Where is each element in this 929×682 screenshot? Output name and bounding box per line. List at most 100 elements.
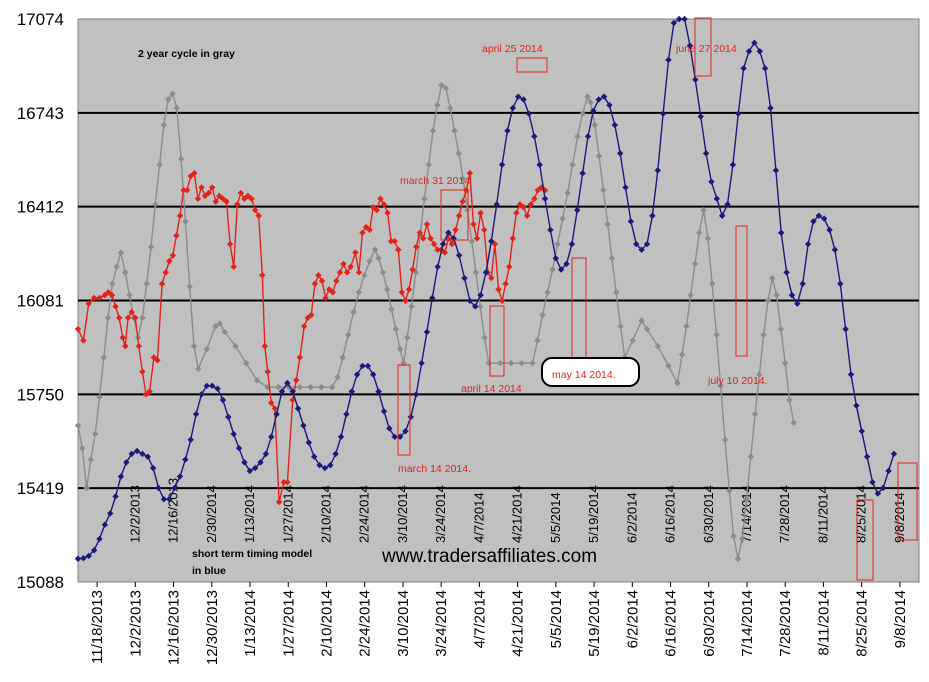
y-tick-label: 17074 [17, 10, 64, 29]
data-point [509, 104, 517, 112]
x-tick-label: 7/14/2014 [739, 590, 756, 657]
april-14-label: april 14 2014 [461, 383, 522, 395]
data-point [334, 374, 341, 381]
data-point [683, 323, 690, 330]
data-point [735, 110, 742, 117]
data-point [191, 170, 198, 177]
data-point [579, 110, 586, 117]
data-point [375, 388, 382, 395]
data-point [370, 204, 377, 211]
y-tick-label: 15419 [17, 479, 64, 498]
data-point [557, 266, 565, 273]
data-point [124, 314, 132, 321]
data-point [105, 289, 112, 296]
data-point [117, 473, 125, 480]
data-point [149, 464, 157, 472]
plot-area-tick-label: 4/7/2014 [471, 492, 486, 543]
april-25-label: april 25 2014 [482, 43, 543, 55]
march-14-label: march 14 2014. [398, 463, 471, 475]
data-point [442, 84, 450, 92]
data-point [523, 212, 531, 219]
data-point [477, 303, 484, 310]
data-point [488, 238, 495, 245]
data-point [343, 410, 350, 418]
data-point [654, 167, 661, 174]
data-point [113, 263, 120, 270]
data-point [568, 240, 576, 248]
data-point [502, 280, 509, 287]
data-point [514, 93, 522, 100]
data-point [135, 342, 143, 350]
data-point [391, 433, 398, 441]
plot-area-tick-label: 1/13/2014 [242, 485, 257, 543]
data-point [692, 76, 699, 83]
x-tick-label: 6/16/2014 [663, 590, 680, 657]
data-point [404, 334, 411, 341]
data-point [80, 554, 87, 562]
data-point [418, 359, 425, 367]
data-point [853, 402, 860, 409]
data-point [482, 269, 490, 276]
y-tick-label: 15088 [17, 573, 64, 592]
data-point [472, 303, 479, 310]
may-14-label: may 14 2014. [552, 369, 616, 381]
data-point [305, 439, 313, 446]
data-point [547, 226, 554, 234]
series-layer [74, 15, 898, 562]
data-point [837, 280, 844, 287]
data-point [480, 226, 488, 234]
data-point [90, 294, 98, 302]
data-point [209, 184, 216, 191]
data-point [122, 269, 129, 276]
data-point [132, 314, 139, 321]
data-point [407, 413, 415, 421]
data-point [176, 473, 184, 480]
data-point [564, 189, 571, 197]
data-point [192, 410, 200, 418]
data-point [579, 170, 586, 177]
data-point [340, 260, 347, 268]
data-point [315, 272, 322, 279]
data-point [251, 206, 259, 214]
data-point [863, 453, 871, 460]
data-point [600, 187, 607, 194]
annotation-labels: 2 year cycle in gray april 25 2014 june … [138, 43, 768, 577]
data-point [109, 280, 116, 287]
highlight-box [516, 57, 548, 73]
data-point [398, 289, 406, 296]
data-point [429, 294, 436, 302]
data-point [600, 93, 608, 100]
data-point [268, 433, 275, 441]
data-point [790, 419, 797, 426]
data-point [559, 215, 566, 222]
data-point [171, 484, 178, 492]
data-point [842, 325, 849, 333]
data-point [294, 405, 302, 412]
data-point [412, 243, 420, 251]
data-point [176, 212, 184, 219]
data-point [608, 255, 616, 262]
data-point [885, 467, 892, 475]
plot-area-x-ticks: 12/2/2013 12/16/2013 2/30/2014 1/13/2014 1/2… [127, 478, 907, 543]
data-point [745, 48, 753, 55]
data-point [194, 195, 202, 202]
data-point [370, 371, 377, 378]
data-point [890, 450, 898, 458]
data-point [307, 384, 314, 391]
data-point [405, 286, 413, 293]
data-point [826, 226, 833, 234]
data-point [96, 393, 103, 401]
data-point [541, 195, 549, 202]
x-tick-label: 5/5/2014 [548, 590, 565, 648]
data-point [142, 391, 150, 398]
x-tick-label: 9/8/2014 [892, 590, 909, 648]
data-point [355, 269, 363, 276]
data-point [434, 263, 441, 270]
data-point [804, 240, 812, 248]
data-point [112, 303, 119, 310]
data-point [461, 274, 468, 282]
july-10-label: july 10 2014. [707, 375, 768, 387]
data-point [180, 187, 187, 194]
data-point [643, 240, 651, 248]
data-point [158, 280, 166, 287]
